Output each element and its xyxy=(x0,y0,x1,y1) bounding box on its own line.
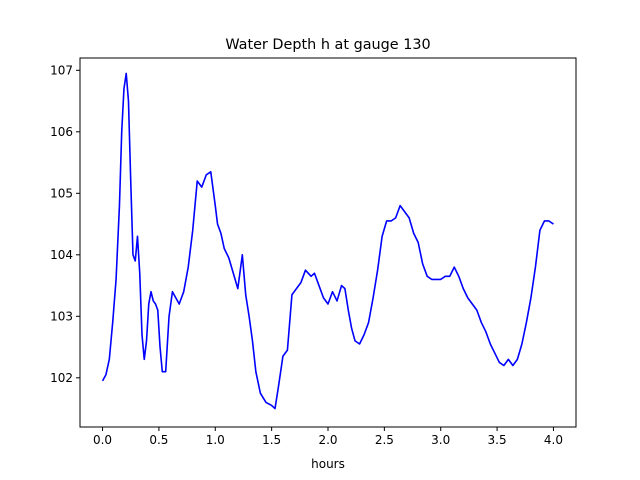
series-line-0 xyxy=(101,72,554,410)
y-tick-label: 107 xyxy=(50,63,73,77)
y-tick-label: 104 xyxy=(50,248,73,262)
x-tick-label: 2.0 xyxy=(318,433,337,447)
x-tick-label: 1.0 xyxy=(206,433,225,447)
x-tick-label: 2.5 xyxy=(375,433,394,447)
x-tick-label: 3.5 xyxy=(488,433,507,447)
y-tick-label: 103 xyxy=(50,309,73,323)
x-tick-label: 4.0 xyxy=(544,433,563,447)
y-tick-label: 105 xyxy=(50,186,73,200)
x-tick-label: 3.0 xyxy=(431,433,450,447)
x-tick-label: 0.5 xyxy=(149,433,168,447)
y-axis: 102 103 104 105 106 107 xyxy=(50,63,80,385)
chart-title: Water Depth h at gauge 130 xyxy=(225,37,430,53)
x-tick-label: 0.0 xyxy=(93,433,112,447)
x-tick-label: 1.5 xyxy=(262,433,281,447)
y-tick-label: 102 xyxy=(50,371,73,385)
x-axis: 0.0 0.5 1.0 1.5 2.0 2.5 3.0 3.5 4.0 xyxy=(93,427,563,447)
y-tick-label: 106 xyxy=(50,125,73,139)
x-axis-label: hours xyxy=(311,457,345,471)
